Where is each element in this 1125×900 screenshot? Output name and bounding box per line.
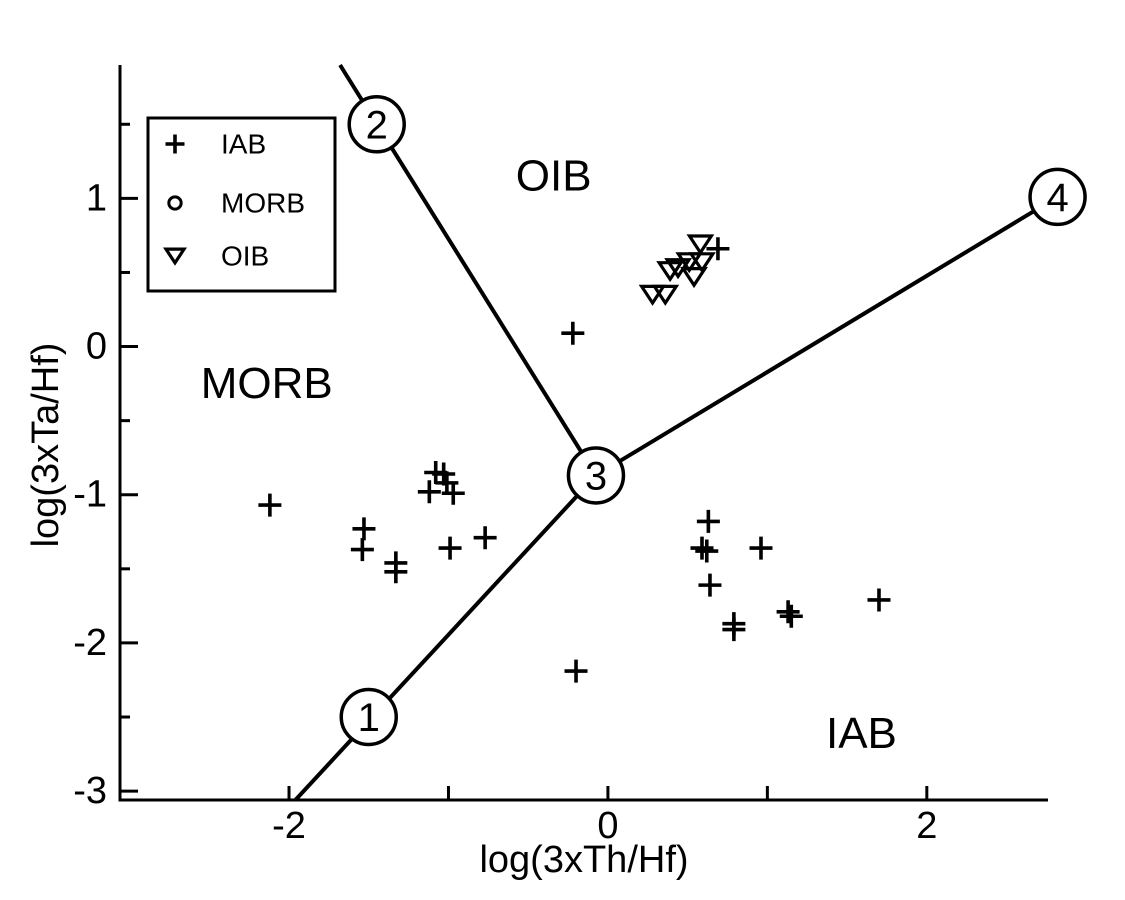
boundary-node-circle: [339, 687, 398, 747]
boundary-node-label: 2: [366, 103, 388, 147]
y-tick-label: -3: [73, 770, 107, 812]
iab-marker: [561, 321, 585, 345]
boundary-3-4: [594, 195, 1059, 478]
iab-marker: [722, 618, 746, 642]
boundary-node-circle: [347, 95, 406, 154]
axis-lines: [118, 65, 1048, 802]
iab-marker: [698, 573, 722, 597]
region-label-morb: MORB: [201, 359, 333, 408]
boundary-node-circle: [566, 446, 626, 505]
oib-marker: [656, 261, 685, 283]
legend-marker-oib-icon: [163, 247, 187, 266]
boundary-node-label: 3: [585, 454, 607, 498]
legend-label-iab: IAB: [221, 129, 266, 160]
iab-marker: [690, 536, 714, 560]
iab-marker: [695, 539, 719, 563]
axes: -2 0 2 1 0 -1 -2 -3: [73, 65, 1048, 847]
x-tick-label: -2: [272, 805, 306, 847]
boundary-node-label: 1: [358, 696, 380, 740]
region-labels: OIB MORB IAB: [201, 152, 897, 758]
legend: IAB MORB OIB: [146, 116, 337, 293]
iab-marker: [441, 481, 465, 505]
region-label-iab: IAB: [826, 709, 897, 758]
iab-marker: [258, 493, 282, 517]
y-tick-label: -1: [73, 474, 107, 516]
series-oib: [638, 234, 716, 306]
x-tick-label: 0: [597, 805, 618, 847]
iab-marker: [749, 536, 773, 560]
oib-marker: [651, 284, 680, 306]
y-tick-label: -2: [73, 622, 107, 664]
boundary-lines: [293, 63, 1059, 802]
iab-marker: [438, 536, 462, 560]
iab-marker: [779, 604, 803, 628]
y-tick-label: 1: [86, 177, 107, 219]
boundary-nodes: 1 2 3 4: [339, 95, 1087, 747]
oib-marker: [675, 252, 704, 274]
iab-marker: [696, 509, 720, 533]
iab-marker: [706, 237, 730, 261]
series-iab: [258, 237, 891, 683]
iab-marker: [776, 600, 800, 624]
legend-marker-iab-icon: [165, 134, 185, 154]
iab-marker: [417, 480, 441, 504]
iab-marker: [384, 560, 408, 584]
iab-marker: [473, 526, 497, 550]
legend-box: [146, 116, 337, 293]
iab-marker: [350, 538, 374, 562]
iab-marker: [564, 659, 588, 683]
boundary-node-label: 4: [1046, 176, 1068, 220]
data-points: [258, 234, 891, 683]
y-tick-label: 0: [86, 326, 107, 368]
boundary-node-circle: [1028, 167, 1087, 227]
legend-label-oib: OIB: [221, 241, 269, 272]
region-label-oib: OIB: [516, 152, 592, 201]
legend-label-morb: MORB: [221, 188, 305, 219]
oib-marker: [686, 234, 715, 256]
iab-marker: [867, 588, 891, 612]
boundary-1-3: [293, 474, 598, 802]
legend-marker-morb-icon: [167, 195, 183, 211]
iab-marker: [352, 517, 376, 541]
y-axis-title: log(3xTa/Hf): [25, 343, 67, 548]
x-tick-label: 2: [916, 805, 937, 847]
oib-marker: [680, 267, 708, 289]
x-axis-title: log(3xTh/Hf): [479, 839, 688, 881]
